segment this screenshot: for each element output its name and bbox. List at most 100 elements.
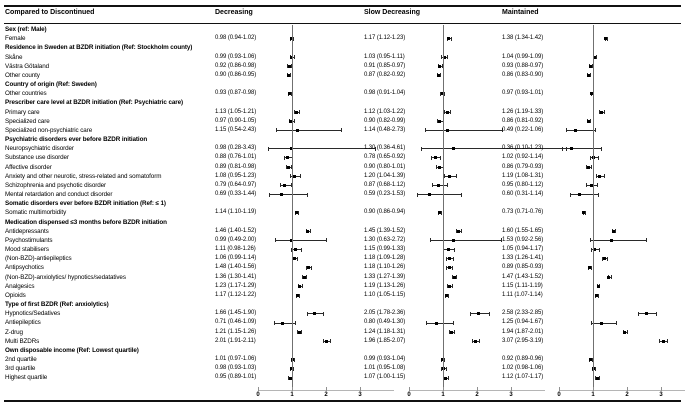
row-label: Type of first BZDR (Ref: anxiolytics) (5, 301, 109, 309)
column-header-maintained: Maintained (502, 9, 539, 16)
estimate-text: 1.06 (0.99-1.14) (215, 255, 257, 262)
data-row: Other countries 0.93 (0.87-0.98) 0.98 (0.9… (0, 89, 685, 98)
axis-tick (477, 387, 478, 391)
estimate-text: 1.21 (1.15-1.26) (215, 328, 257, 335)
estimate-text: 0.92 (0.89-0.96) (502, 356, 544, 363)
point-estimate-marker (294, 110, 298, 114)
estimate-text: 1.13 (1.05-1.21) (215, 108, 257, 115)
forest-ci (559, 236, 685, 245)
forest-ci (409, 53, 545, 62)
axis-tick (409, 387, 410, 391)
bottom-rule (4, 400, 681, 402)
point-estimate-marker (440, 92, 444, 96)
data-row: Hypnotics/Sedatives 1.66 (1.45-1.90) 2.05 … (0, 309, 685, 318)
estimate-text: 1.60 (1.55-1.65) (502, 227, 544, 234)
point-estimate-marker (296, 294, 300, 297)
point-estimate-marker (302, 275, 306, 279)
estimate-text: 1.12 (1.03-1.22) (364, 108, 406, 115)
forest-ci (409, 190, 545, 199)
reference-line (292, 25, 293, 390)
section-header-row: Residence in Sweden at BZDR initiation (… (0, 43, 685, 52)
axis-tick-label: 2 (625, 392, 629, 398)
row-label: Country of origin (Ref: Sweden) (5, 81, 97, 89)
point-estimate-marker (437, 73, 441, 77)
row-label: 3rd quartile (5, 365, 36, 373)
estimate-text: 0.86 (0.83-0.90) (502, 71, 544, 78)
data-row: Schizophrenia and psychotic disorder 0.79… (0, 181, 685, 190)
point-estimate-marker (569, 147, 573, 151)
forest-ci (409, 153, 545, 162)
point-estimate-marker (477, 312, 481, 316)
column-header-comparison: Compared to Discontinued (5, 9, 95, 16)
axis-tick (593, 387, 594, 391)
estimate-text: 0.90 (0.86-0.94) (364, 209, 406, 216)
estimate-text: 0.89 (0.85-0.93) (502, 264, 544, 271)
point-estimate-marker (280, 321, 284, 325)
axis-tick-label: 0 (407, 392, 411, 398)
point-estimate-marker (295, 128, 299, 132)
forest-ci (258, 364, 394, 373)
estimate-text: 1.19 (1.08-1.31) (502, 172, 544, 179)
estimate-text: 1.26 (1.19-1.33) (502, 108, 544, 115)
row-label: Other county (5, 71, 40, 79)
estimate-text: 0.87 (0.82-0.92) (364, 71, 406, 78)
forest-ci (559, 89, 685, 98)
forest-ci (559, 144, 685, 153)
estimate-text: 0.92 (0.86-0.98) (215, 62, 257, 69)
data-row: Highest quartile 0.95 (0.89-1.01) 1.07 (1.… (0, 373, 685, 382)
forest-ci (409, 273, 545, 282)
estimate-text: 1.02 (0.92-1.14) (502, 154, 544, 161)
estimate-text: 0.80 (0.49-1.30) (364, 319, 406, 326)
point-estimate-marker (590, 92, 594, 96)
point-estimate-marker (443, 376, 447, 380)
forest-ci (409, 172, 545, 181)
estimate-text: 0.90 (0.86-0.95) (215, 71, 257, 78)
forest-ci (409, 208, 545, 217)
row-label: Somatic disorders ever before BZDR initi… (5, 200, 166, 208)
forest-ci (258, 89, 394, 98)
estimate-text: 0.91 (0.85-0.97) (364, 62, 406, 69)
forest-ci (409, 181, 545, 190)
forest-ci (559, 373, 685, 382)
forest-ci (258, 117, 394, 126)
axis-tick-label: 1 (441, 392, 445, 398)
forest-ci (258, 163, 394, 172)
estimate-text: 0.99 (0.49-2.00) (215, 236, 257, 243)
estimate-text: 0.98 (0.93-1.03) (215, 365, 257, 372)
data-row: Z-drug 1.21 (1.15-1.26) 1.24 (1.18-1.31) 1.… (0, 328, 685, 337)
estimate-text: 1.48 (1.40-1.56) (215, 264, 257, 271)
estimate-text: 1.24 (1.18-1.31) (364, 328, 406, 335)
row-label: 2nd quartile (5, 356, 37, 364)
data-row: Opioids 1.17 (1.12-1.22) 1.10 (1.05-1.15) 1… (0, 291, 685, 300)
forest-ci (559, 163, 685, 172)
forest-ci (258, 291, 394, 300)
point-estimate-marker (451, 147, 455, 151)
point-estimate-marker (447, 37, 451, 41)
estimate-text: 1.36 (1.30-1.41) (215, 273, 257, 280)
estimate-text: 1.01 (0.95-1.08) (364, 365, 406, 372)
forest-ci (258, 309, 394, 318)
estimate-text: 0.49 (0.22-1.06) (502, 126, 544, 133)
row-label: Sex (ref: Male) (5, 26, 47, 33)
axis-tick (627, 387, 628, 391)
forest-ci (559, 172, 685, 181)
row-label: Prescriber care level at BZDR initiation… (5, 99, 184, 107)
point-estimate-marker (289, 367, 293, 371)
axis-tick (443, 387, 444, 391)
point-estimate-marker (438, 165, 442, 169)
axis-tick (511, 387, 512, 391)
forest-ci (409, 291, 545, 300)
axis-tick-label: 1 (290, 392, 294, 398)
row-label: Opioids (5, 291, 26, 299)
axis-tick-label: 3 (659, 392, 663, 398)
data-row: Multi BZDRs 2.01 (1.91-2.11) 1.96 (1.85-2.… (0, 337, 685, 346)
forest-ci (409, 254, 545, 263)
data-row: Primary care 1.13 (1.05-1.21) 1.12 (1.03-1… (0, 108, 685, 117)
estimate-text: 0.95 (0.80-1.12) (502, 181, 544, 188)
point-estimate-marker (582, 211, 586, 215)
forest-ci (409, 108, 545, 117)
axis-tick-label: 2 (475, 392, 479, 398)
estimate-text: 0.69 (0.33-1.44) (215, 191, 257, 198)
point-estimate-marker (577, 193, 581, 197)
forest-ci (409, 62, 545, 71)
